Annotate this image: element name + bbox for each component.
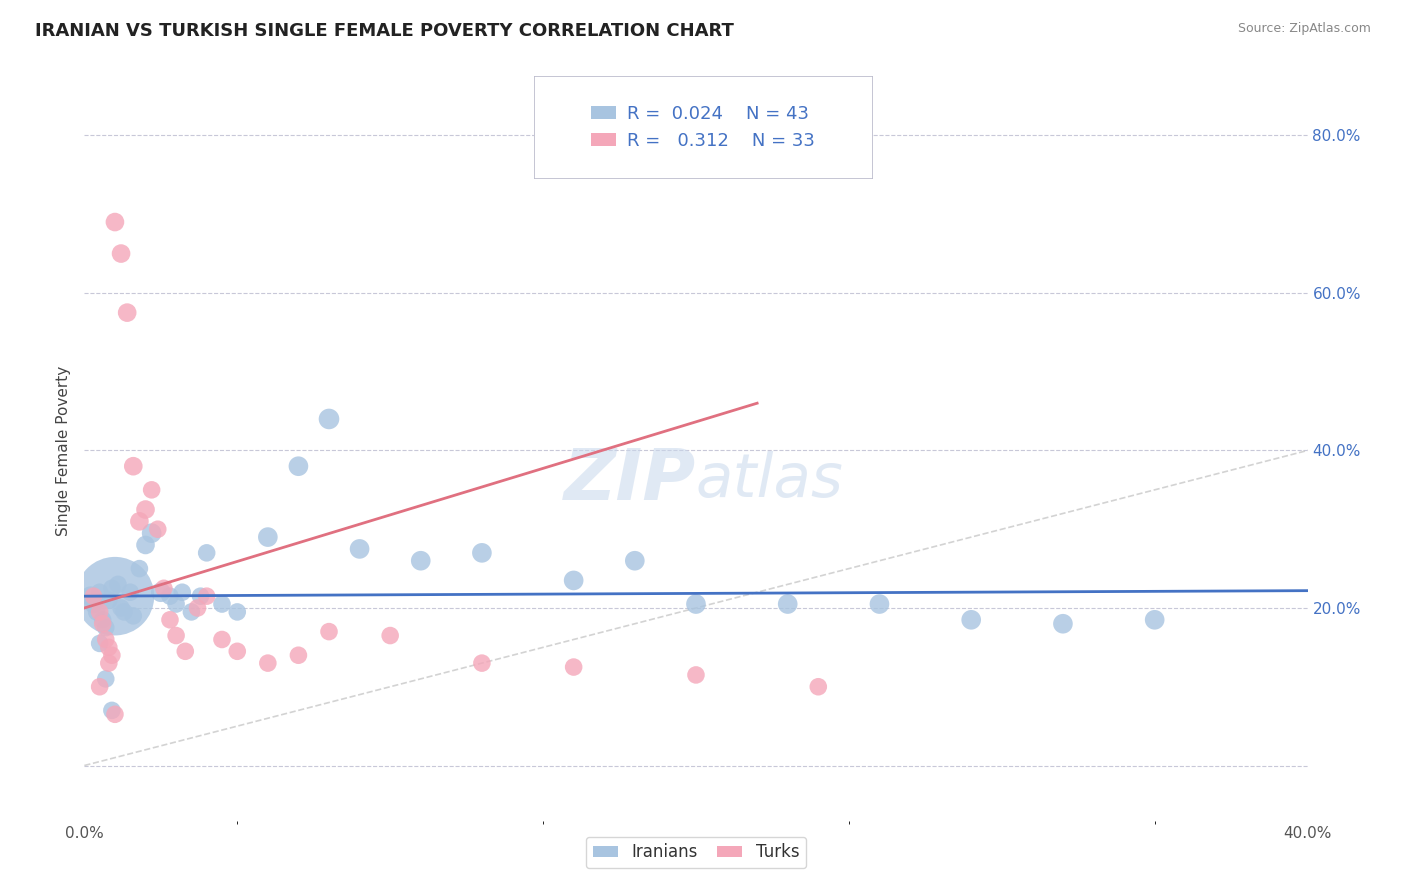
- Point: [86, 605, 108, 619]
- Point: [287, 648, 309, 663]
- Point: [135, 538, 157, 552]
- Point: [159, 613, 181, 627]
- Point: [624, 554, 647, 568]
- Legend: R =  0.024    N = 43, R =   0.312    N = 33: R = 0.024 N = 43, R = 0.312 N = 33: [583, 97, 823, 157]
- Y-axis label: Single Female Poverty: Single Female Poverty: [56, 366, 72, 535]
- Point: [195, 589, 218, 603]
- Point: [89, 636, 111, 650]
- Point: [128, 514, 150, 528]
- Point: [471, 656, 494, 670]
- Point: [94, 672, 117, 686]
- Point: [186, 601, 208, 615]
- Point: [172, 585, 194, 599]
- Point: [149, 585, 172, 599]
- Point: [471, 546, 494, 560]
- Point: [562, 660, 585, 674]
- Point: [807, 680, 830, 694]
- Point: [226, 644, 249, 658]
- Point: [869, 597, 891, 611]
- Point: [165, 597, 187, 611]
- Point: [135, 502, 157, 516]
- Point: [94, 621, 117, 635]
- Point: [104, 589, 127, 603]
- Point: [101, 582, 124, 596]
- Point: [91, 616, 114, 631]
- Point: [960, 613, 983, 627]
- Point: [685, 668, 707, 682]
- Point: [141, 483, 163, 497]
- Point: [257, 656, 280, 670]
- Point: [153, 582, 176, 596]
- Point: [1143, 613, 1166, 627]
- Point: [120, 585, 142, 599]
- Point: [89, 680, 111, 694]
- Point: [115, 305, 138, 319]
- Point: [685, 597, 707, 611]
- Point: [195, 546, 218, 560]
- Point: [409, 554, 432, 568]
- Point: [91, 613, 114, 627]
- Point: [159, 589, 181, 603]
- Text: Source: ZipAtlas.com: Source: ZipAtlas.com: [1237, 22, 1371, 36]
- Point: [97, 656, 120, 670]
- Point: [211, 632, 233, 647]
- Point: [83, 589, 105, 603]
- Point: [89, 605, 111, 619]
- Point: [79, 589, 101, 603]
- Point: [94, 632, 117, 647]
- Point: [190, 589, 212, 603]
- Legend: Iranians, Turks: Iranians, Turks: [586, 837, 806, 868]
- Point: [83, 597, 105, 611]
- Point: [112, 605, 135, 619]
- Point: [122, 608, 145, 623]
- Point: [1052, 616, 1074, 631]
- Point: [211, 597, 233, 611]
- Point: [128, 561, 150, 575]
- Text: IRANIAN VS TURKISH SINGLE FEMALE POVERTY CORRELATION CHART: IRANIAN VS TURKISH SINGLE FEMALE POVERTY…: [35, 22, 734, 40]
- Point: [146, 522, 169, 536]
- Point: [110, 601, 132, 615]
- Point: [776, 597, 799, 611]
- Point: [318, 624, 340, 639]
- Point: [101, 648, 124, 663]
- Point: [97, 593, 120, 607]
- Point: [349, 541, 371, 556]
- Point: [257, 530, 280, 544]
- Point: [104, 215, 127, 229]
- Point: [101, 703, 124, 717]
- Point: [380, 628, 402, 642]
- Text: ZIP: ZIP: [564, 446, 696, 515]
- Point: [141, 526, 163, 541]
- Point: [97, 640, 120, 655]
- Point: [180, 605, 202, 619]
- Point: [110, 246, 132, 260]
- Point: [104, 707, 127, 722]
- Point: [122, 459, 145, 474]
- Point: [287, 459, 309, 474]
- Point: [165, 628, 187, 642]
- Point: [107, 577, 129, 591]
- Point: [562, 574, 585, 588]
- Point: [174, 644, 197, 658]
- Point: [226, 605, 249, 619]
- Point: [318, 412, 340, 426]
- Text: atlas: atlas: [696, 450, 844, 509]
- Point: [89, 585, 111, 599]
